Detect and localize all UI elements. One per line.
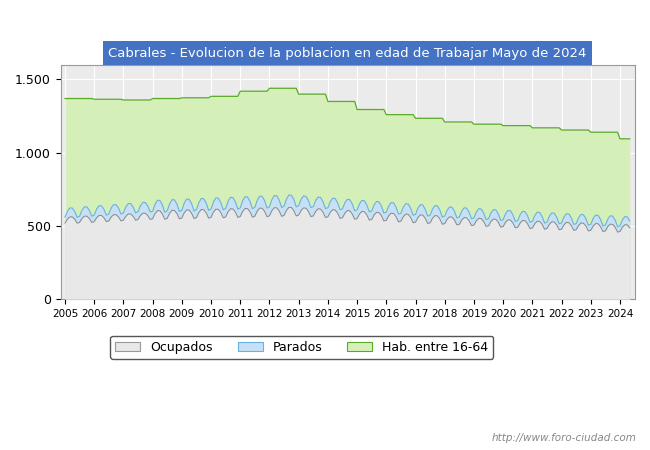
Legend: Ocupados, Parados, Hab. entre 16-64: Ocupados, Parados, Hab. entre 16-64 bbox=[110, 336, 493, 359]
Text: http://www.foro-ciudad.com: http://www.foro-ciudad.com bbox=[492, 433, 637, 443]
Title: Cabrales - Evolucion de la poblacion en edad de Trabajar Mayo de 2024: Cabrales - Evolucion de la poblacion en … bbox=[109, 46, 587, 59]
